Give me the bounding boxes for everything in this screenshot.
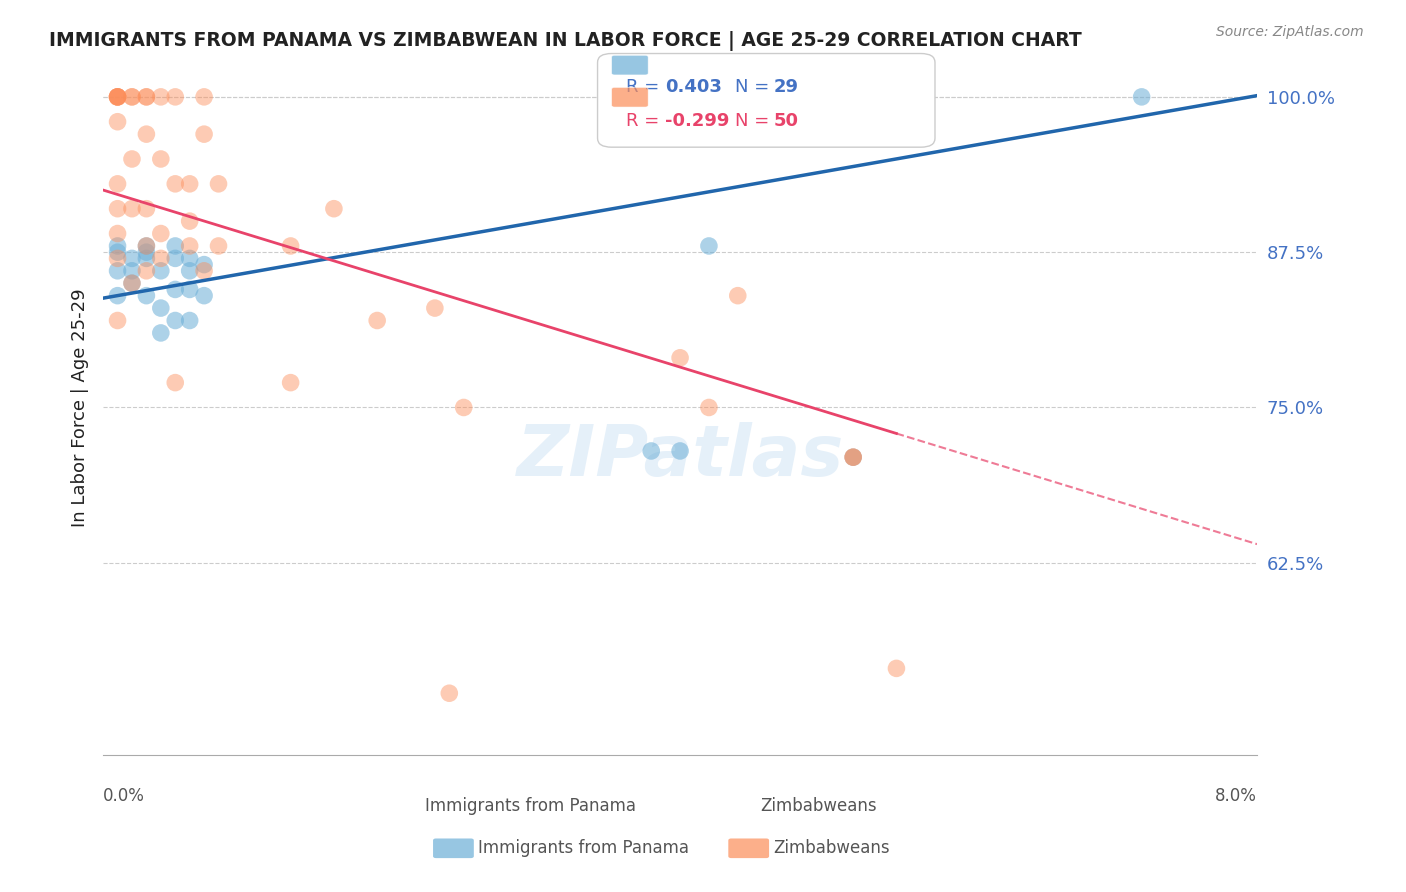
- Point: [135, 127, 157, 141]
- Point: [179, 264, 201, 278]
- Point: [107, 264, 129, 278]
- Point: [842, 450, 865, 465]
- Point: [107, 239, 129, 253]
- Point: [366, 313, 388, 327]
- Point: [121, 202, 143, 216]
- Text: ZIPatlas: ZIPatlas: [516, 422, 844, 491]
- Point: [107, 90, 129, 104]
- Point: [121, 90, 143, 104]
- Point: [121, 277, 143, 291]
- Point: [179, 313, 201, 327]
- Point: [842, 450, 865, 465]
- Point: [727, 288, 749, 302]
- Point: [149, 264, 172, 278]
- Text: R =: R =: [626, 112, 659, 129]
- Text: 8.0%: 8.0%: [1215, 787, 1257, 805]
- Point: [193, 264, 215, 278]
- Point: [165, 313, 187, 327]
- Text: 0.0%: 0.0%: [103, 787, 145, 805]
- Text: -0.299: -0.299: [665, 112, 730, 129]
- Point: [207, 177, 229, 191]
- Point: [107, 202, 129, 216]
- Text: 50: 50: [773, 112, 799, 129]
- Point: [193, 127, 215, 141]
- Point: [149, 301, 172, 315]
- Point: [107, 90, 129, 104]
- Point: [107, 313, 129, 327]
- Text: Source: ZipAtlas.com: Source: ZipAtlas.com: [1216, 25, 1364, 39]
- Point: [107, 245, 129, 260]
- Point: [193, 288, 215, 302]
- Text: N =: N =: [735, 78, 769, 96]
- Point: [121, 264, 143, 278]
- Y-axis label: In Labor Force | Age 25-29: In Labor Force | Age 25-29: [72, 288, 89, 527]
- Point: [149, 90, 172, 104]
- Point: [165, 282, 187, 296]
- Point: [135, 252, 157, 266]
- Point: [193, 90, 215, 104]
- Text: Zimbabweans: Zimbabweans: [773, 839, 890, 857]
- Point: [697, 239, 720, 253]
- Point: [149, 152, 172, 166]
- Point: [165, 376, 187, 390]
- Text: Immigrants from Panama: Immigrants from Panama: [478, 839, 689, 857]
- Point: [135, 202, 157, 216]
- Point: [107, 114, 129, 128]
- Point: [842, 450, 865, 465]
- Point: [107, 90, 129, 104]
- Text: N =: N =: [735, 112, 769, 129]
- Point: [179, 282, 201, 296]
- Point: [640, 444, 662, 458]
- Point: [165, 90, 187, 104]
- Point: [179, 214, 201, 228]
- Point: [107, 90, 129, 104]
- Point: [107, 177, 129, 191]
- Point: [135, 90, 157, 104]
- Point: [193, 258, 215, 272]
- Point: [121, 152, 143, 166]
- Point: [423, 301, 446, 315]
- Point: [135, 239, 157, 253]
- Point: [107, 252, 129, 266]
- Point: [1130, 90, 1153, 104]
- Point: [322, 202, 344, 216]
- Point: [121, 90, 143, 104]
- Point: [107, 227, 129, 241]
- Point: [207, 239, 229, 253]
- Point: [107, 288, 129, 302]
- Point: [165, 252, 187, 266]
- Point: [165, 239, 187, 253]
- Point: [165, 177, 187, 191]
- Text: Zimbabweans: Zimbabweans: [761, 797, 877, 815]
- Point: [280, 376, 302, 390]
- Text: 29: 29: [773, 78, 799, 96]
- Point: [135, 288, 157, 302]
- Point: [121, 252, 143, 266]
- Point: [107, 90, 129, 104]
- Point: [149, 227, 172, 241]
- Text: 0.403: 0.403: [665, 78, 721, 96]
- Point: [179, 252, 201, 266]
- Point: [135, 90, 157, 104]
- Point: [149, 326, 172, 340]
- Point: [697, 401, 720, 415]
- Point: [121, 277, 143, 291]
- Point: [179, 239, 201, 253]
- Point: [439, 686, 461, 700]
- Text: IMMIGRANTS FROM PANAMA VS ZIMBABWEAN IN LABOR FORCE | AGE 25-29 CORRELATION CHAR: IMMIGRANTS FROM PANAMA VS ZIMBABWEAN IN …: [49, 31, 1083, 51]
- Point: [135, 264, 157, 278]
- Point: [453, 401, 475, 415]
- Point: [280, 239, 302, 253]
- Point: [669, 444, 692, 458]
- Point: [886, 661, 908, 675]
- Point: [135, 239, 157, 253]
- Point: [149, 252, 172, 266]
- Text: R =: R =: [626, 78, 659, 96]
- Text: Immigrants from Panama: Immigrants from Panama: [425, 797, 636, 815]
- Point: [669, 351, 692, 365]
- Point: [135, 245, 157, 260]
- Point: [179, 177, 201, 191]
